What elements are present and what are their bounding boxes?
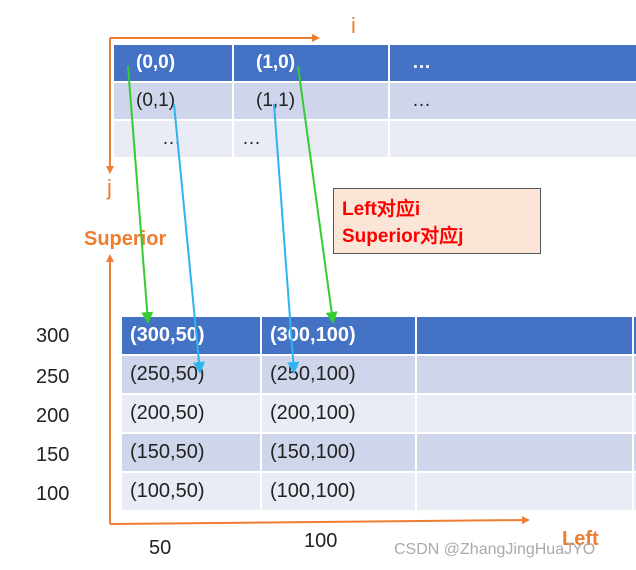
table-cell (415, 393, 634, 434)
x-tick-label: 100 (304, 530, 338, 552)
note-line-left: Left对应i (342, 199, 421, 220)
table-cell (632, 315, 636, 356)
y-tick-label: 300 (36, 325, 70, 347)
left-axis (109, 516, 530, 525)
table-cell: (250,100) (260, 354, 417, 395)
table-row: (200,50) (200,100) (120, 393, 636, 434)
table-cell: (100,100) (260, 471, 417, 512)
table-cell: … (388, 81, 636, 121)
watermark: CSDN @ZhangJingHuaJYO (394, 541, 596, 558)
top-index-table: (0,0) (1,0) … (0,1) (1,1) … … … (112, 43, 636, 159)
note-line-superior: Superior对应j (342, 226, 464, 247)
table-row: (150,50) (150,100) (120, 432, 636, 473)
table-row: (0,0) (1,0) … (112, 43, 636, 83)
table-cell: (0,1) (112, 81, 234, 121)
top-axis-j-label: j (107, 175, 112, 200)
mapping-note-box: Left对应i Superior对应j (333, 188, 541, 254)
top-axis-i-label: i (351, 13, 356, 38)
table-cell: … (112, 119, 234, 159)
table-cell: (0,0) (112, 43, 234, 83)
table-row: (300,50) (300,100) (120, 315, 636, 356)
table-cell: (300,50) (120, 315, 262, 356)
table-cell (632, 393, 636, 434)
table-cell: (250,50) (120, 354, 262, 395)
table-row: … … (112, 119, 636, 159)
table-cell (415, 354, 634, 395)
y-tick-label: 150 (36, 444, 70, 466)
table-cell: … (388, 43, 636, 83)
table-cell (415, 315, 634, 356)
table-row: (100,50) (100,100) (120, 471, 636, 512)
table-cell: … (232, 119, 390, 159)
table-cell: (1,0) (232, 43, 390, 83)
y-tick-label: 250 (36, 366, 70, 388)
left-axis-label: Left (562, 528, 599, 550)
bottom-coordinate-table: (300,50) (300,100) (250,50) (250,100) (2… (120, 315, 636, 512)
table-cell: (100,50) (120, 471, 262, 512)
table-cell: (150,100) (260, 432, 417, 473)
table-cell (388, 119, 636, 159)
table-cell (632, 354, 636, 395)
table-cell: (200,50) (120, 393, 262, 434)
table-cell (415, 471, 634, 512)
y-tick-label: 100 (36, 483, 70, 505)
table-cell (415, 432, 634, 473)
table-cell (632, 471, 636, 512)
table-cell (632, 432, 636, 473)
x-tick-label: 50 (149, 537, 172, 559)
y-tick-label: 200 (36, 405, 70, 427)
table-cell: (200,100) (260, 393, 417, 434)
table-cell: (300,100) (260, 315, 417, 356)
table-cell: (1,1) (232, 81, 390, 121)
table-row: (0,1) (1,1) … (112, 81, 636, 121)
table-row: (250,50) (250,100) (120, 354, 636, 395)
superior-axis-label: Superior (84, 228, 167, 250)
table-cell: (150,50) (120, 432, 262, 473)
